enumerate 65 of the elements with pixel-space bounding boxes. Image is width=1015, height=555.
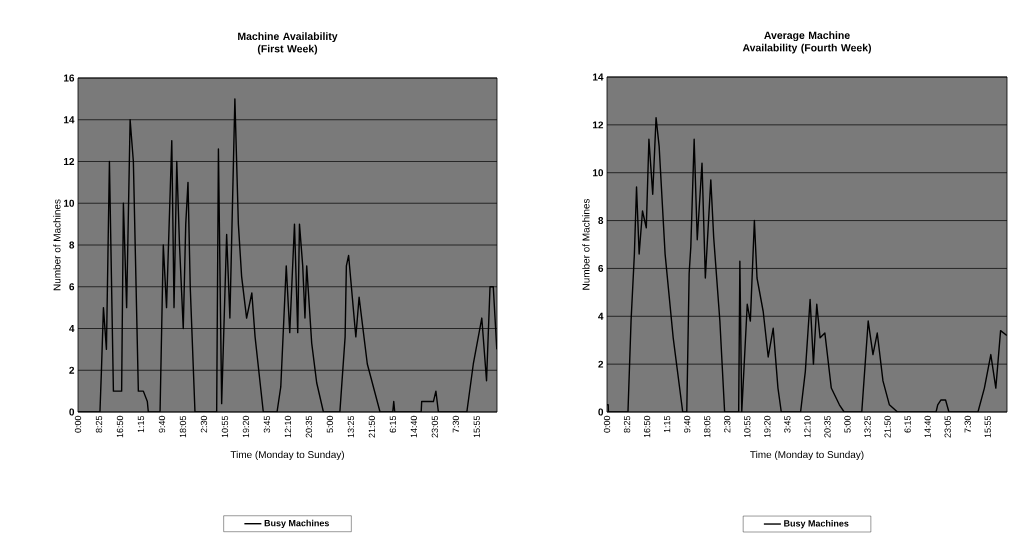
x-tick-label: 7:30 [964,415,971,433]
y-axis-title: Number of Machines [582,198,590,290]
y-tick-label: 0 [598,408,604,416]
x-tick-label: 10:55 [744,415,751,438]
x-tick-label: 6:15 [389,415,397,433]
y-axis-title: Number of Machines [53,199,61,291]
y-tick-label: 2 [598,360,604,368]
x-tick-label: 2:30 [200,415,208,433]
y-tick-label: 4 [69,325,75,332]
x-tick-label: 9:40 [158,415,166,433]
x-tick-label: 8:25 [623,415,631,433]
y-tick-label: 16 [64,74,75,82]
y-tick-label: 8 [69,241,75,249]
chart-title: Average Machine Availability (Fourth Week) [742,31,872,54]
x-tick-label: 8:25 [95,415,103,433]
x-tick-label: 12:10 [284,415,292,438]
y-tick-label: 6 [69,283,75,291]
x-tick-label: 16:50 [643,415,651,438]
y-tick-label: 14 [64,116,75,124]
y-tick-label: 10 [593,169,604,177]
y-tick-label: 14 [593,73,604,81]
x-tick-label: 1:15 [664,415,671,433]
x-tick-label: 21:50 [884,415,891,438]
x-tick-label: 23:05 [431,415,439,438]
y-tick-label: 2 [69,366,75,374]
x-tick-label: 13:25 [864,415,871,438]
x-tick-label: 23:05 [944,415,951,438]
x-tick-label: 0:00 [74,415,82,433]
x-tick-label: 5:00 [326,415,334,433]
x-tick-label: 6:15 [904,415,911,433]
x-tick-label: 7:30 [452,415,460,433]
x-tick-label: 13:25 [347,415,355,438]
x-axis-title: Time (Monday to Sunday) [750,450,864,461]
x-tick-label: 19:20 [242,415,250,438]
x-tick-label: 12:10 [804,415,811,438]
x-tick-label: 20:35 [305,415,313,438]
x-tick-label: 3:45 [263,415,271,433]
y-tick-label: 12 [64,158,75,165]
x-axis-title: Time (Monday to Sunday) [230,450,344,461]
x-tick-label: 16:50 [116,415,124,438]
x-tick-label: 9:40 [683,415,691,433]
x-tick-label: 2:30 [724,415,731,433]
legend-label: Busy Machines [784,520,849,529]
x-tick-label: 14:40 [410,415,418,438]
x-tick-label: 5:00 [844,415,851,433]
y-tick-label: 4 [598,312,604,320]
x-tick-label: 15:55 [984,415,991,438]
y-tick-label: 0 [69,408,75,416]
x-tick-label: 0:00 [603,415,611,433]
chart-title: Machine Availability (First Week) [238,32,338,55]
x-tick-label: 18:05 [704,415,711,438]
x-tick-label: 3:45 [784,415,791,433]
x-tick-label: 14:40 [924,415,931,438]
y-tick-label: 12 [593,121,604,129]
x-tick-label: 18:05 [179,415,187,438]
y-tick-label: 10 [64,199,75,207]
legend-label: Busy Machines [264,519,329,529]
x-tick-label: 19:20 [764,415,771,438]
x-tick-label: 1:15 [137,415,145,433]
y-tick-label: 6 [598,264,604,272]
x-tick-label: 15:55 [473,415,480,438]
y-tick-label: 8 [598,217,604,225]
x-tick-label: 21:50 [368,415,376,438]
x-tick-label: 10:55 [221,415,229,438]
x-tick-label: 20:35 [824,415,831,438]
